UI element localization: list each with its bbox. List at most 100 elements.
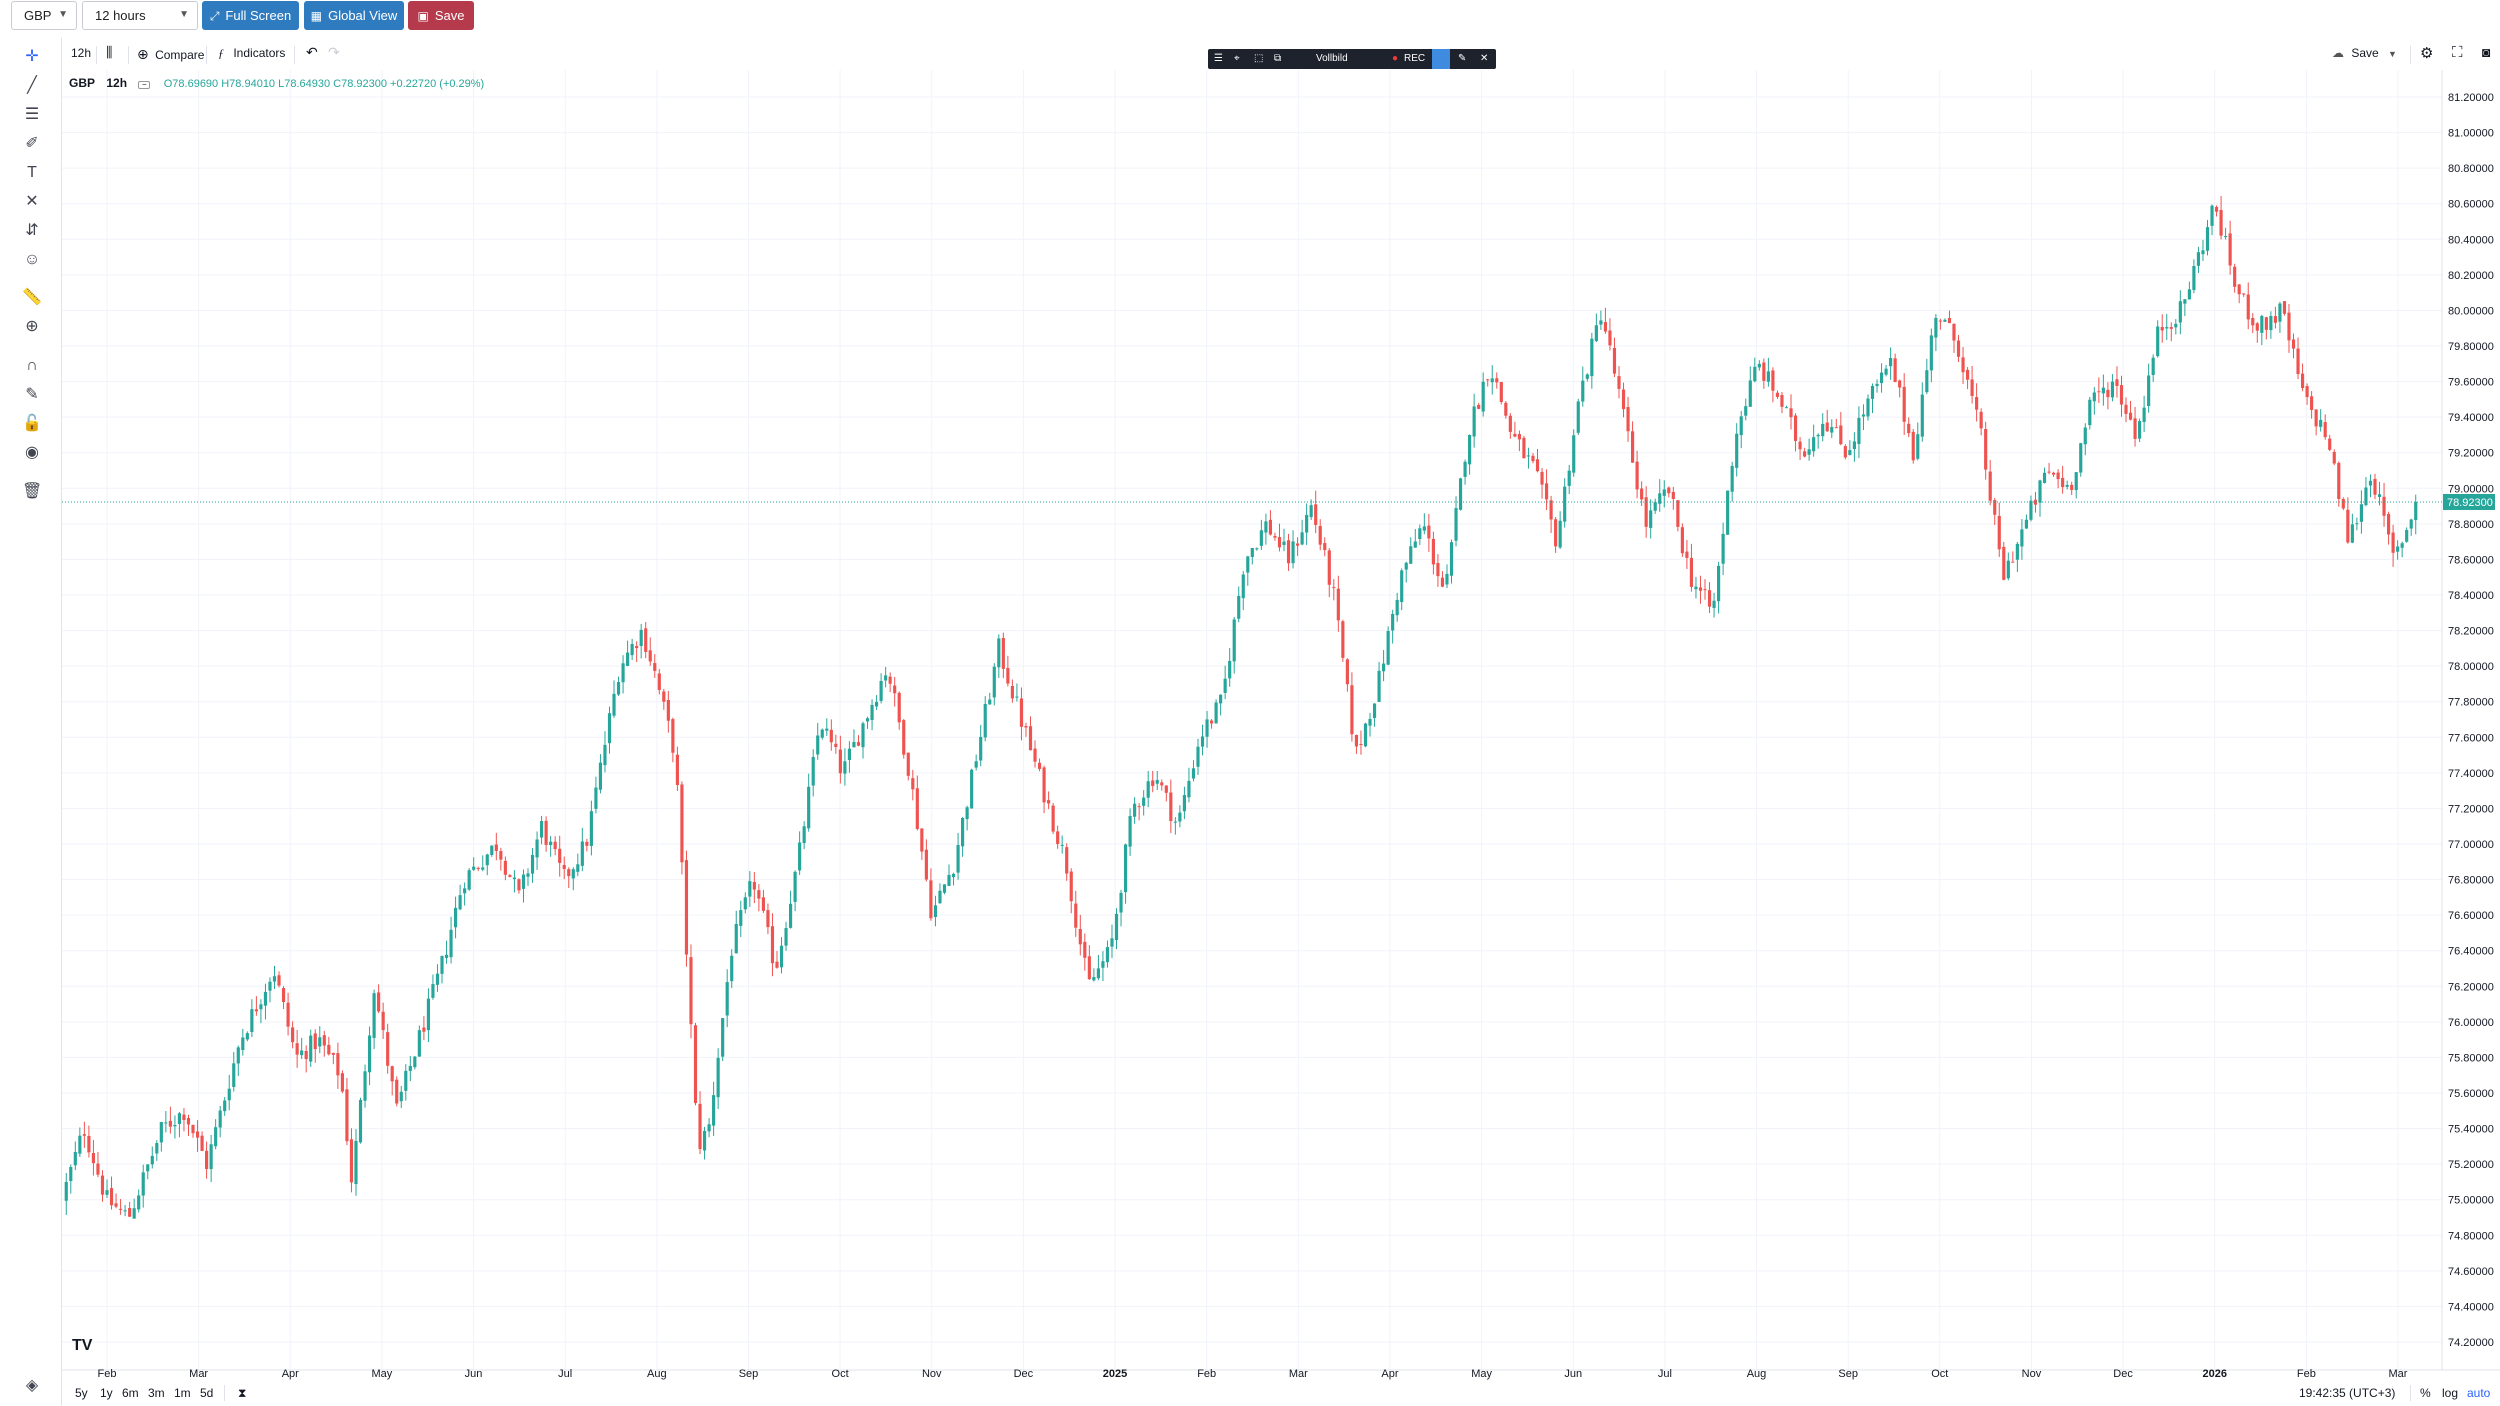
- candle-body: [1517, 434, 1521, 440]
- candle-body: [947, 874, 951, 886]
- cloud-save-button[interactable]: ☁ Save ▼: [2332, 46, 2397, 60]
- crosshair-icon[interactable]: ✛: [25, 48, 39, 65]
- candle-body: [1395, 599, 1399, 616]
- candle-body: [1617, 376, 1621, 389]
- undo-icon[interactable]: ↶: [306, 44, 318, 60]
- bar-style-icon[interactable]: ⫼: [106, 44, 113, 60]
- trash-icon[interactable]: 🗑: [22, 483, 43, 500]
- legend-collapse-icon[interactable]: −: [138, 81, 151, 89]
- candle-body: [517, 879, 521, 891]
- save-button[interactable]: ▣ Save: [408, 1, 474, 30]
- indicators-button[interactable]: ƒ Indicators: [218, 46, 285, 61]
- compare-button[interactable]: ⊕ Compare: [137, 46, 204, 63]
- text-icon[interactable]: T: [27, 164, 37, 181]
- log-toggle[interactable]: log: [2442, 1386, 2459, 1400]
- candle-body: [1024, 726, 1028, 728]
- vollbild-label[interactable]: Vollbild: [1316, 53, 1348, 64]
- candle-body: [752, 881, 756, 890]
- time-tick-label: Jul: [1658, 1368, 1672, 1380]
- candle-body: [671, 719, 675, 753]
- candle-body: [2323, 422, 2327, 438]
- fib-icon[interactable]: ☰: [24, 106, 40, 123]
- candle-body: [435, 973, 440, 985]
- fullscreen-button[interactable]: ⤢ Full Screen: [202, 1, 299, 30]
- eye-icon[interactable]: ◉: [25, 444, 39, 461]
- candle-body: [1984, 429, 1988, 470]
- candle-body: [2124, 404, 2128, 414]
- close-icon[interactable]: ✕: [1480, 53, 1489, 64]
- globalview-button[interactable]: ▦ Global View: [304, 1, 404, 30]
- range-1y[interactable]: 1y: [100, 1386, 113, 1400]
- measure-icon[interactable]: ⇵: [25, 222, 39, 239]
- color-swatch[interactable]: [1432, 49, 1450, 69]
- pattern-icon[interactable]: ✕: [25, 193, 39, 210]
- candle-body: [938, 890, 942, 904]
- candle-body: [2341, 498, 2345, 509]
- magnet-icon[interactable]: ∩: [26, 357, 38, 374]
- zoom-icon[interactable]: ⊕: [25, 318, 39, 335]
- price-axis[interactable]: 81.20000 81.00000 80.80000 80.60000 80.40000…: [2448, 92, 2494, 1349]
- candle-body: [1739, 416, 1743, 436]
- last-price-line: 78.92300: [62, 493, 2495, 510]
- candle-body: [1540, 471, 1544, 485]
- candle-body: [662, 691, 666, 702]
- candle-body: [1087, 956, 1091, 980]
- candle-body: [1205, 719, 1209, 737]
- brush-icon[interactable]: ✐: [25, 135, 39, 152]
- auto-toggle[interactable]: auto: [2467, 1386, 2491, 1400]
- candle-body: [2224, 236, 2228, 238]
- candle-body: [2359, 504, 2363, 522]
- legend-symbol[interactable]: GBP: [69, 76, 96, 90]
- percent-toggle[interactable]: %: [2420, 1386, 2431, 1400]
- range-1m[interactable]: 1m: [174, 1386, 191, 1400]
- layers-icon[interactable]: ◈: [25, 1377, 39, 1394]
- candle-body: [1635, 461, 1639, 490]
- candle-body: [1282, 541, 1286, 545]
- goto-date-icon[interactable]: ⧗: [238, 1386, 247, 1400]
- range-6m[interactable]: 6m: [122, 1386, 139, 1400]
- candle-body: [223, 1100, 227, 1112]
- candle-body: [721, 1018, 725, 1057]
- range-5d[interactable]: 5d: [200, 1386, 214, 1400]
- interval-button[interactable]: 12h: [71, 46, 92, 60]
- ruler-icon[interactable]: 📏: [22, 289, 42, 306]
- rec-button[interactable]: REC: [1404, 53, 1426, 64]
- time-tick-label: Mar: [2389, 1368, 2408, 1380]
- candle-body: [417, 1030, 421, 1057]
- range-5y[interactable]: 5y: [75, 1386, 88, 1400]
- pen-icon[interactable]: ✎: [1458, 53, 1467, 64]
- candle-body: [997, 638, 1001, 668]
- interval-select[interactable]: 12 hours ▼: [82, 1, 198, 30]
- window-icon[interactable]: ⧉: [1274, 53, 1282, 64]
- menu-icon[interactable]: ☰: [1214, 53, 1223, 64]
- time-tick-label: 2026: [2202, 1368, 2226, 1380]
- chevron-down-icon: ▼: [2388, 49, 2397, 59]
- candle-body: [1314, 504, 1318, 525]
- candle-body: [1522, 437, 1526, 459]
- candle-body: [1164, 785, 1168, 793]
- redo-icon[interactable]: ↷: [328, 44, 340, 60]
- clock-label[interactable]: 19:42:35 (UTC+3): [2299, 1386, 2396, 1400]
- candle-body: [1653, 502, 1657, 511]
- region-icon[interactable]: ⬚: [1254, 53, 1264, 64]
- lock-icon[interactable]: 🔓: [22, 415, 42, 432]
- candle-body: [2355, 523, 2359, 525]
- settings-icon[interactable]: ⚙: [2420, 45, 2434, 62]
- candle-body: [1861, 414, 1866, 417]
- lock-drawings-icon[interactable]: ✎: [25, 386, 39, 403]
- symbol-select[interactable]: GBP ▼: [11, 1, 77, 30]
- range-3m[interactable]: 3m: [148, 1386, 165, 1400]
- trendline-icon[interactable]: ╱: [27, 77, 37, 94]
- candle-body: [698, 1103, 702, 1150]
- candle-body: [1707, 590, 1712, 607]
- time-axis[interactable]: Feb Mar Apr May Jun Jul Aug Sep Oct Nov Dec 2025 Feb…: [98, 1368, 2408, 1380]
- emoji-icon[interactable]: ☺: [23, 251, 41, 268]
- crosshair-select-icon[interactable]: ⌖: [1234, 53, 1240, 64]
- fullscreen-icon[interactable]: ⛶: [2452, 44, 2463, 61]
- time-tick-label: Feb: [1197, 1368, 1216, 1380]
- candle-body: [426, 998, 431, 1031]
- camera-icon[interactable]: ◙: [2482, 44, 2491, 60]
- candle-body: [540, 821, 544, 838]
- candle-body: [562, 864, 566, 869]
